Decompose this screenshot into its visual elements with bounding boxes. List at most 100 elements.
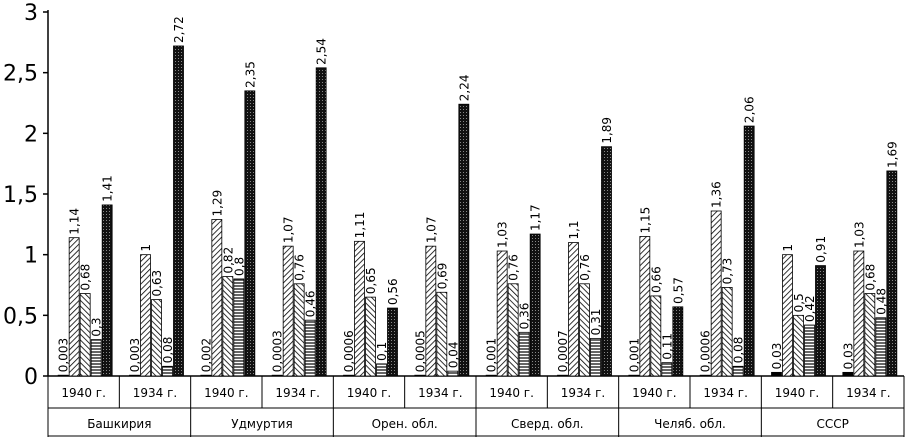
bar-value-label: 1,29 (210, 190, 224, 217)
bar-value-label: 2,72 (172, 16, 186, 43)
x-tick-label-year: 1934 г. (846, 386, 890, 400)
bar (376, 363, 387, 377)
bar-value-label: 1,03 (852, 221, 866, 248)
bar-value-label: 0,76 (293, 254, 307, 281)
bar-value-label: 1,69 (885, 141, 899, 168)
bar (732, 365, 744, 377)
bar-value-label: 0,0006 (699, 330, 713, 372)
y-tick-label: 0 (24, 365, 38, 390)
bar-value-label: 2,24 (457, 74, 471, 101)
chart-data-labels: 0,003 1,14 0,68 0,3 1,41 0,003 1 0,63 0,08 2,72 0,… (57, 16, 900, 372)
bar (436, 291, 448, 377)
bar-value-label: 0,8 (232, 257, 246, 276)
y-tick-label: 1 (24, 244, 38, 269)
x-tick-label-year: 1934 г. (418, 386, 462, 400)
bar (650, 295, 662, 377)
bar (804, 324, 815, 377)
bar (57, 374, 69, 377)
bar-value-label: 0,003 (57, 338, 71, 372)
bar (79, 293, 91, 377)
y-tick-label: 1,5 (3, 183, 38, 208)
x-tick-label-year: 1940 г. (489, 386, 533, 400)
bar-value-label: 0,46 (304, 290, 318, 317)
bar-value-label: 1,07 (282, 216, 296, 243)
bar (672, 306, 684, 377)
bar (557, 374, 568, 377)
x-tick-label-region: Башкирия (87, 417, 151, 431)
bar-value-label: 1,11 (353, 212, 367, 239)
bar-value-label: 0,66 (649, 266, 663, 293)
bar (628, 374, 640, 377)
bar (853, 250, 865, 377)
bar-value-label: 0,42 (803, 295, 817, 322)
bar-value-label: 0,36 (518, 303, 532, 330)
bar (129, 374, 140, 377)
bar-value-label: 1,36 (710, 181, 724, 208)
bar (864, 293, 876, 377)
bar (875, 317, 887, 377)
bar (200, 374, 212, 377)
bar-value-label: 0,03 (841, 343, 855, 370)
bar-value-label: 0,0003 (271, 330, 285, 372)
bar-value-label: 2,54 (315, 38, 329, 65)
bar-value-label: 0,76 (578, 254, 592, 281)
x-tick-label-year: 1940 г. (204, 386, 248, 400)
bar (162, 365, 173, 377)
bar-value-label: 0,76 (507, 254, 521, 281)
bar-value-label: 1,15 (638, 207, 652, 234)
bar (222, 276, 234, 377)
bar (815, 265, 826, 377)
y-tick-label: 3 (24, 1, 38, 26)
bar (271, 374, 283, 377)
bar (68, 237, 80, 377)
bar-value-label: 0,3 (90, 318, 104, 337)
chart-axes: 0 0,5 1 1,5 2 2,5 3 (3, 1, 904, 390)
bar (101, 204, 113, 377)
y-tick-label: 0,5 (3, 304, 38, 329)
x-tick-label-region: Челяб. обл. (654, 417, 726, 431)
chart-bars (57, 45, 898, 377)
bar-value-label: 1,07 (424, 216, 438, 243)
bar (293, 283, 305, 377)
bar (793, 314, 804, 377)
bar-value-label: 1,03 (496, 221, 510, 248)
bar (507, 283, 519, 377)
x-tick-label-year: 1940 г. (347, 386, 391, 400)
bar (579, 283, 590, 377)
bar (90, 339, 102, 377)
bar (140, 254, 151, 377)
x-tick-label-year: 1940 г. (775, 386, 819, 400)
bar-value-label: 1,17 (529, 204, 543, 231)
bar-value-label: 0,56 (386, 278, 400, 305)
bar-value-label: 0,68 (79, 264, 93, 291)
bar-value-label: 0,08 (732, 337, 746, 364)
bar-value-label: 0,08 (161, 337, 175, 364)
bar-value-label: 0,31 (589, 309, 603, 336)
x-tick-label-year: 1940 г. (61, 386, 105, 400)
bar-value-label: 1,41 (101, 175, 115, 202)
bar-value-label: 0,82 (221, 247, 235, 274)
bar-value-label: 0,11 (660, 333, 674, 360)
x-tick-label-region: Сверд. обл. (511, 417, 584, 431)
bar (590, 337, 601, 377)
bar-value-label: 0,03 (770, 343, 784, 370)
bar (425, 245, 437, 377)
x-tick-label-year: 1934 г. (561, 386, 605, 400)
bar-value-label: 0,63 (150, 270, 164, 297)
bar (282, 245, 294, 377)
bar-value-label: 0,0007 (556, 330, 570, 372)
bar-value-label: 1 (781, 244, 795, 252)
bar (529, 233, 541, 377)
bar-value-label: 0,002 (199, 338, 213, 372)
x-tick-label-region: Орен. обл. (372, 417, 438, 431)
bar-value-label: 0,0005 (413, 330, 427, 372)
bar (315, 67, 327, 377)
bar (211, 219, 223, 377)
bar-value-label: 0,68 (863, 264, 877, 291)
bar-value-label: 1,14 (68, 208, 82, 235)
bar-value-label: 0,0006 (342, 330, 356, 372)
x-tick-label-year: 1940 г. (632, 386, 676, 400)
bar-value-label: 0,57 (671, 277, 685, 304)
bar (496, 250, 508, 377)
